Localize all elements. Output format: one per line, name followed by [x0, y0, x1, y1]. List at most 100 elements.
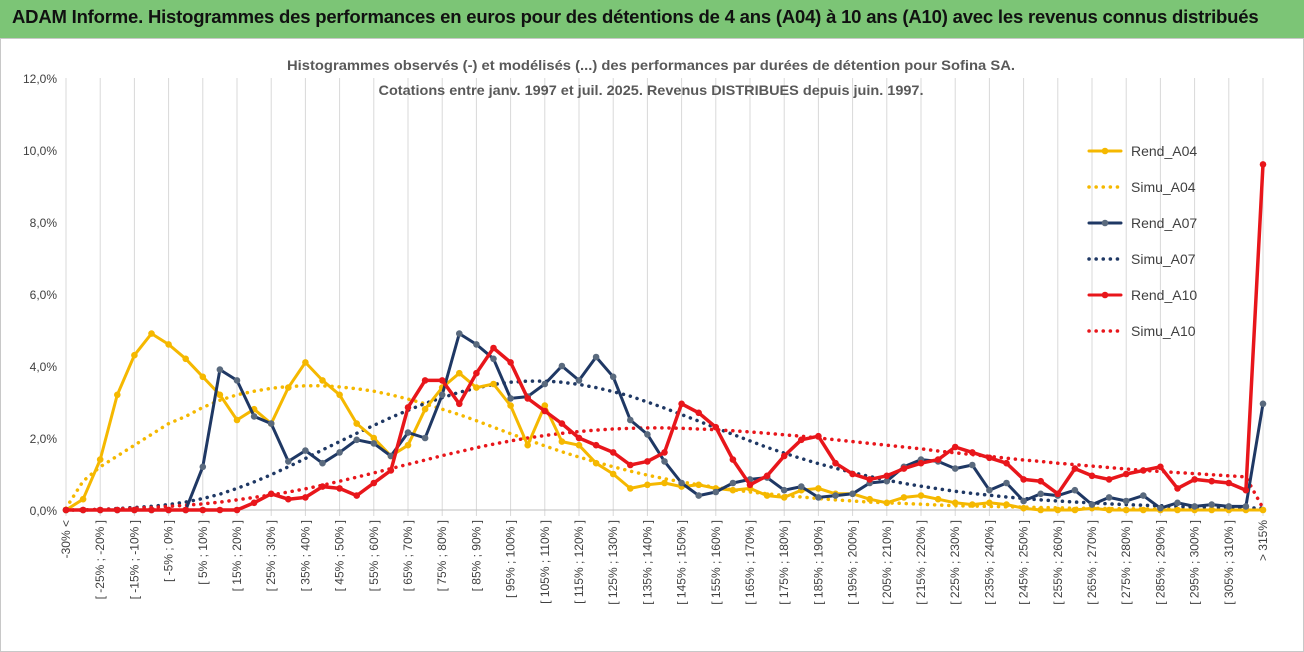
y-tick-label: 10,0% [23, 144, 57, 158]
data-point [1105, 494, 1113, 501]
x-tick-label: [ 65% ; 70% ] [401, 520, 415, 591]
x-tick-label: [ 55% ; 60% ] [367, 520, 381, 591]
data-point [96, 456, 104, 463]
data-point [644, 431, 651, 438]
data-point [285, 384, 292, 391]
data-point [216, 391, 224, 399]
data-point [336, 485, 343, 492]
data-point [1259, 161, 1267, 168]
series-line-simu-a04 [64, 384, 1265, 512]
data-point [541, 380, 549, 388]
y-tick-label: 4,0% [30, 360, 58, 374]
data-point [319, 483, 326, 490]
data-point [1122, 497, 1130, 505]
data-point [96, 506, 104, 514]
series-line-simu-a07 [64, 379, 1265, 512]
data-point [404, 441, 412, 449]
x-tick-label: [ 285% ; 290% ] [1153, 520, 1167, 605]
legend-label: Simu_A04 [1131, 179, 1196, 195]
data-point [627, 485, 634, 492]
data-point [917, 459, 925, 467]
data-point [490, 355, 497, 363]
data-point [951, 499, 959, 507]
data-point [216, 506, 224, 514]
data-point [353, 492, 361, 499]
data-point [1191, 503, 1198, 510]
data-point [79, 506, 87, 514]
data-point [438, 391, 446, 399]
data-point [729, 456, 737, 463]
data-point [1037, 490, 1044, 498]
legend-label: Rend_A07 [1131, 215, 1197, 231]
x-tick-label: [ 105% ; 110% ] [538, 520, 552, 604]
x-tick-label: [ 135% ; 140% ] [640, 520, 654, 605]
chart-title: Histogrammes observés (-) et modélisés (… [287, 57, 1015, 73]
x-tick-label: [ 265% ; 270% ] [1085, 520, 1099, 605]
data-point [1225, 503, 1233, 510]
data-point [592, 459, 600, 467]
x-tick-label: [ 245% ; 250% ] [1017, 520, 1031, 605]
data-point [1174, 506, 1181, 514]
data-point [1088, 501, 1096, 508]
report-title: ADAM Informe. Histogrammes des performan… [12, 6, 1259, 27]
data-point [661, 458, 668, 465]
x-tick-label: [ 295% ; 300% ] [1188, 520, 1202, 605]
x-tick-label: [ 5% ; 10% ] [196, 520, 210, 585]
data-point [148, 506, 155, 514]
y-tick-label: 0,0% [30, 504, 58, 518]
data-point [627, 416, 634, 424]
data-point [661, 479, 668, 487]
data-point [575, 377, 583, 384]
data-point [250, 499, 258, 507]
legend-label: Rend_A04 [1131, 143, 1197, 159]
data-point [609, 470, 617, 478]
data-point [336, 391, 343, 399]
data-point [1054, 490, 1062, 498]
data-point [1208, 477, 1215, 485]
legend-marker [1101, 291, 1109, 299]
data-point [780, 486, 788, 494]
data-point [661, 449, 668, 456]
legend-label: Simu_A10 [1131, 323, 1196, 339]
data-point [592, 441, 600, 449]
data-point [438, 377, 446, 384]
data-point [575, 434, 583, 442]
data-point [815, 485, 822, 492]
data-point [524, 441, 531, 449]
data-point [815, 432, 822, 440]
data-point [507, 402, 514, 409]
x-tick-label: [ 215% ; 220% ] [914, 520, 928, 605]
data-point [798, 436, 805, 444]
data-point [233, 377, 241, 384]
data-point [490, 344, 497, 352]
data-point [678, 400, 685, 408]
data-point [1105, 506, 1113, 514]
data-point [986, 499, 993, 507]
x-tick-label: [ 115% ; 120% ] [572, 520, 586, 604]
x-tick-label: [ 125% ; 130% ] [606, 520, 620, 605]
x-tick-label: [ -5% ; 0% ] [162, 520, 176, 582]
chart-panel: 0,0% 2,0% 4,0% 6,0% 8,0% 10,0% 12,0% -30% < [ -2… [0, 38, 1304, 652]
data-point [302, 447, 309, 454]
data-point [1105, 476, 1113, 483]
data-point [1225, 479, 1233, 487]
legend-label: Rend_A10 [1131, 287, 1197, 303]
data-point [199, 506, 207, 514]
data-point [456, 369, 463, 377]
data-point [849, 490, 856, 498]
data-point [336, 449, 343, 456]
x-tick-label: [ 195% ; 200% ] [846, 520, 860, 605]
data-point [1003, 459, 1010, 467]
data-point [456, 400, 463, 408]
data-point [609, 449, 617, 456]
data-point [233, 506, 241, 514]
data-point [302, 359, 309, 366]
data-point [780, 452, 788, 460]
data-point [182, 355, 189, 363]
data-point [1140, 467, 1147, 474]
data-point [1020, 497, 1027, 505]
data-point [1054, 506, 1062, 514]
y-tick-label: 6,0% [30, 288, 58, 302]
x-tick-label: [ 305% ; 310% ] [1222, 520, 1236, 605]
x-tick-label: [ -15% ; -10% ] [127, 520, 141, 599]
